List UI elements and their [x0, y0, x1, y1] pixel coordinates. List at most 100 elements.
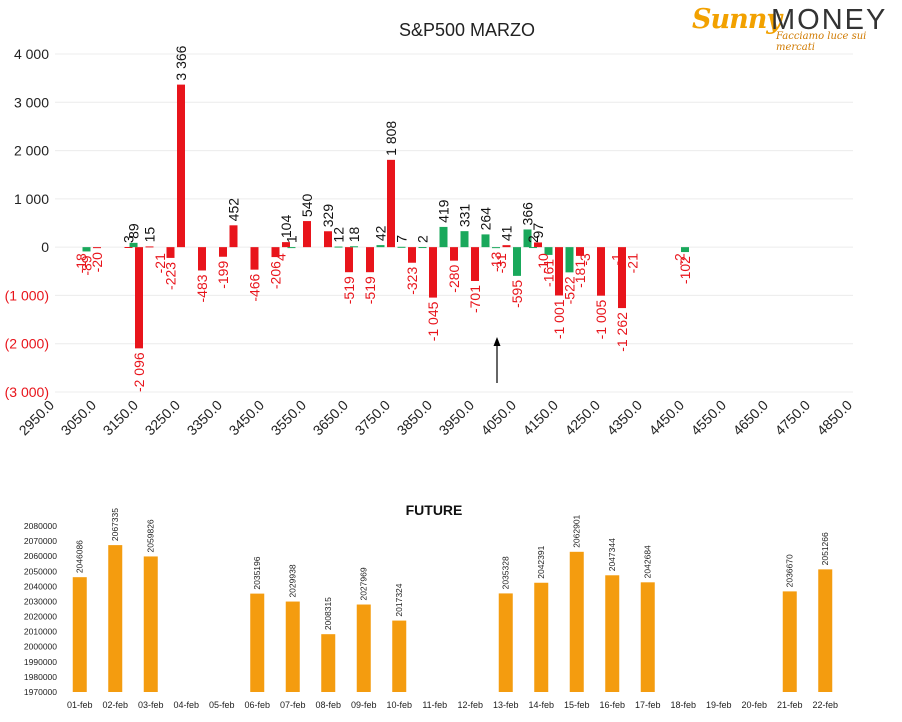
- data-label: 2035196: [252, 556, 262, 589]
- data-label: 3: [121, 235, 137, 243]
- x-tick-label: 19-feb: [706, 700, 732, 710]
- data-label: -21: [625, 253, 641, 273]
- data-label: -3: [577, 253, 593, 266]
- y-tick-label: 2050000: [24, 566, 57, 576]
- data-label: 2017324: [394, 583, 404, 616]
- data-label: 366: [520, 202, 536, 226]
- bar: [287, 247, 296, 249]
- data-label: -20: [89, 252, 105, 272]
- data-label: -466: [247, 273, 263, 301]
- data-label: 2: [525, 235, 541, 243]
- bar: [782, 591, 797, 692]
- bar: [321, 634, 336, 692]
- x-tick-label: 15-feb: [564, 700, 590, 710]
- future-chart: FUTURE 1970000 1980000 1990000 2000000 20100…: [24, 502, 838, 710]
- bar: [108, 545, 123, 692]
- data-label: 452: [226, 198, 242, 222]
- arrow-head: [493, 337, 501, 346]
- data-label: 1: [283, 235, 299, 243]
- logo-money-text: MONEY: [771, 4, 888, 36]
- data-label: 97: [530, 223, 546, 239]
- bar: [93, 247, 101, 249]
- data-label: 104: [278, 215, 294, 239]
- data-label: -1 045: [425, 301, 441, 341]
- bar: [303, 221, 311, 248]
- bar: [345, 247, 353, 273]
- data-label: 2: [415, 235, 431, 243]
- x-tick-label: 13-feb: [493, 700, 519, 710]
- bar: [605, 575, 620, 692]
- data-label: -595: [509, 280, 525, 308]
- x-tick-label: 02-feb: [102, 700, 128, 710]
- data-label: -1 001: [551, 299, 567, 339]
- y-tick-label: (3 000): [5, 384, 49, 400]
- bar: [460, 231, 469, 248]
- x-tick-label: 3050.0: [58, 397, 100, 439]
- data-label: -519: [362, 276, 378, 304]
- data-label: 331: [457, 204, 473, 228]
- bar: [502, 245, 511, 248]
- data-label: 2047344: [607, 538, 617, 571]
- y-tick-label: 2040000: [24, 581, 57, 591]
- bar: [166, 247, 175, 258]
- x-tick-label: 4650.0: [730, 397, 772, 439]
- y-tick-label: (1 000): [5, 287, 49, 303]
- x-tick-label: 4350.0: [604, 397, 646, 439]
- bar: [356, 604, 371, 692]
- x-tick-label: 10-feb: [386, 700, 412, 710]
- x-tick-label: 05-feb: [209, 700, 235, 710]
- y-tick-label: 2070000: [24, 536, 57, 546]
- data-label: -89: [79, 255, 95, 275]
- bar: [429, 247, 437, 298]
- data-label: 2046086: [75, 540, 85, 573]
- bar: [229, 225, 238, 248]
- bar: [135, 247, 143, 349]
- bar: [418, 247, 427, 249]
- bar: [334, 246, 343, 248]
- data-label: -519: [341, 276, 357, 304]
- data-label: 18: [346, 226, 362, 242]
- y-tick-label: 1980000: [24, 672, 57, 682]
- data-label: -2: [672, 253, 688, 266]
- x-tick-label: 3350.0: [184, 397, 226, 439]
- data-label: 2036670: [785, 554, 795, 587]
- x-tick-label: 4850.0: [814, 397, 856, 439]
- bar: [124, 246, 133, 248]
- y-tick-label: 2030000: [24, 596, 57, 606]
- bar: [492, 247, 500, 249]
- data-label: -1: [609, 253, 625, 266]
- x-tick-label: 21-feb: [777, 700, 803, 710]
- bar: [576, 247, 584, 256]
- data-label: -280: [446, 264, 462, 292]
- x-tick-label: 4050.0: [478, 397, 520, 439]
- bar: [324, 231, 332, 248]
- x-tick-label: 01-feb: [67, 700, 93, 710]
- bar: [565, 247, 574, 273]
- data-label: 7: [394, 235, 410, 243]
- data-label: -223: [163, 262, 179, 290]
- annotation-arrow: [493, 337, 501, 383]
- bar: [597, 247, 605, 296]
- x-tick-label: 12-feb: [457, 700, 483, 710]
- y-tick-label: 4 000: [14, 46, 49, 62]
- data-label: 41: [499, 225, 515, 241]
- data-label: -199: [215, 261, 231, 289]
- x-tick-label: 4250.0: [562, 397, 604, 439]
- bar: [282, 242, 290, 248]
- bar: [439, 226, 448, 248]
- x-tick-label: 4450.0: [646, 397, 688, 439]
- bar: [523, 229, 532, 248]
- bar: [219, 247, 227, 257]
- data-label: 2029938: [288, 564, 298, 597]
- y-tick-label: (2 000): [5, 336, 49, 352]
- data-label: -10: [535, 253, 551, 273]
- y-tick-label: 3 000: [14, 94, 49, 110]
- bar: [129, 242, 138, 248]
- bar: [481, 234, 490, 248]
- x-tick-label: 16-feb: [599, 700, 625, 710]
- data-label: -1 262: [614, 312, 630, 352]
- data-label: 2059826: [146, 519, 156, 552]
- data-label: 264: [478, 207, 494, 231]
